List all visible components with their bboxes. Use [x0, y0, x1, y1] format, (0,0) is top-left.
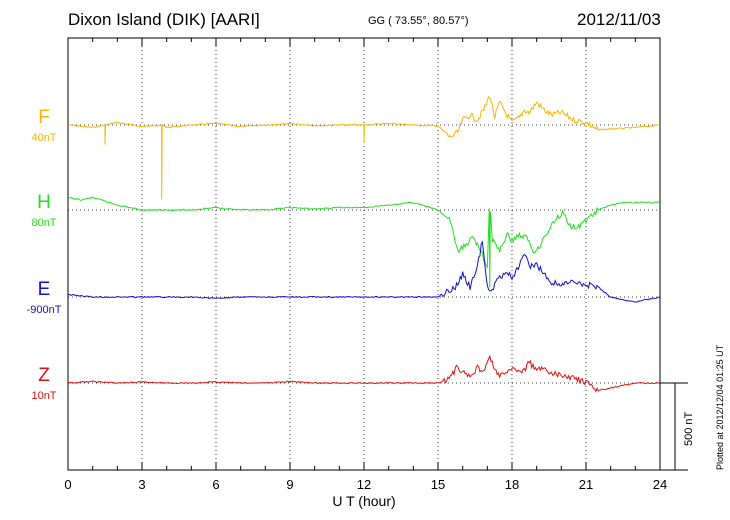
series-line-f: [67, 96, 661, 200]
x-tick-label: 24: [653, 477, 667, 492]
plotted-note: Plotted at 2012/12/04 01:25 UT: [715, 344, 725, 470]
station-title: Dixon Island (DIK) [AARI]: [68, 10, 260, 29]
x-tick-label: 6: [212, 477, 219, 492]
series-line-z: [68, 354, 661, 393]
x-axis-label: U T (hour): [332, 493, 395, 509]
x-tick-label: 9: [286, 477, 293, 492]
scale-bar-label: 500 nT: [683, 411, 695, 446]
channel-scale-z: 10nT: [31, 390, 56, 402]
channel-scale-e: -900nT: [27, 304, 62, 316]
channel-scale-h: 80nT: [31, 217, 56, 229]
x-tick-label: 0: [64, 477, 71, 492]
channel-name-z: Z: [38, 365, 50, 386]
channel-name-h: H: [37, 192, 51, 213]
series-line-e: [67, 240, 661, 303]
x-tick-label: 3: [138, 477, 145, 492]
date-label: 2012/11/03: [577, 10, 661, 29]
coords-label: GG ( 73.55°, 80.57°): [368, 15, 469, 27]
series-line-h: [67, 196, 661, 288]
channel-name-e: E: [38, 279, 51, 300]
channel-name-f: F: [38, 107, 50, 128]
channel-scale-f: 40nT: [31, 132, 56, 144]
x-tick-label: 15: [431, 477, 445, 492]
x-tick-label: 21: [579, 477, 593, 492]
x-tick-label: 18: [505, 477, 519, 492]
x-tick-label: 12: [357, 477, 371, 492]
